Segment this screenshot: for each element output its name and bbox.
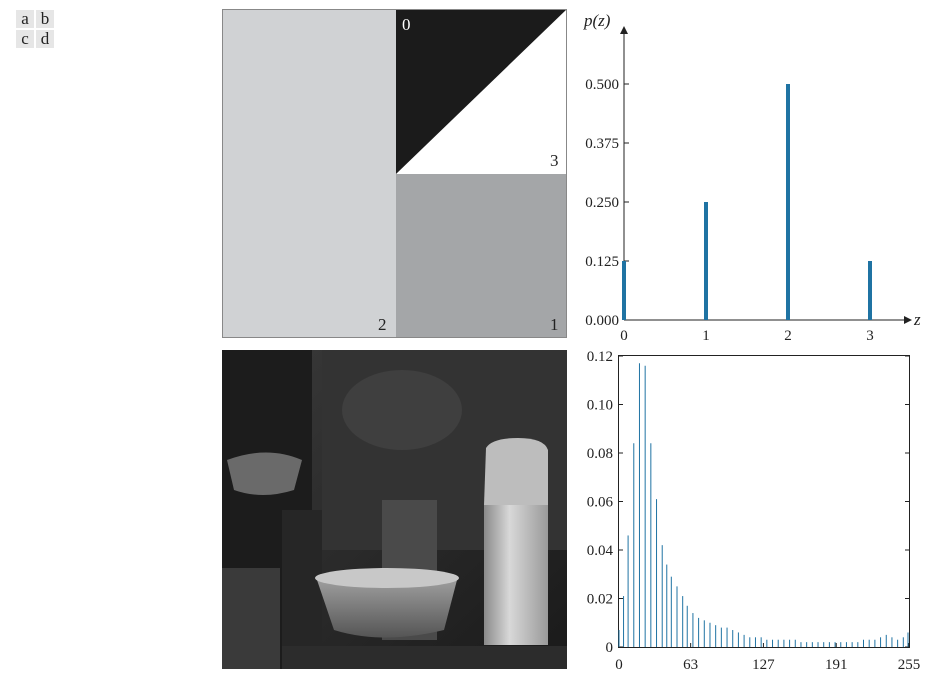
y-tick-label: 0.500 [585, 77, 619, 93]
panel-label-a: a [16, 9, 34, 28]
y-axis-label: p(z) [583, 11, 611, 30]
image-border [222, 9, 567, 338]
x-tick-label: 127 [752, 657, 775, 673]
histogram-bar [786, 84, 790, 320]
region-level2 [222, 9, 396, 338]
photo-vase-body [484, 505, 548, 645]
x-tick-label: 0 [620, 328, 628, 344]
histogram-chart-b: 0.000 0.125 0.250 0.375 0.500 0 1 2 3 p(z) z [583, 11, 921, 344]
panel-label-b: b [36, 9, 54, 28]
photo-left-box [222, 568, 280, 669]
photo-shadow [342, 370, 462, 450]
x-tick-label: 255 [898, 657, 921, 673]
x-tick-label: 1 [702, 328, 710, 344]
region-level0 [396, 9, 567, 174]
y-tick-label: 0.04 [587, 543, 614, 559]
photo-vase-top [484, 438, 548, 505]
histogram-bar [704, 202, 708, 320]
panel-label-c: c [16, 29, 34, 48]
x-axis-label: z [913, 310, 921, 329]
region-label-0: 0 [402, 15, 411, 34]
x-tick-label: 191 [825, 657, 848, 673]
y-tick-label: 0.12 [587, 349, 613, 365]
photo-bowl-rim [315, 568, 459, 588]
panel-label-grid: a b c d [16, 9, 54, 48]
histogram-bar [622, 261, 626, 320]
y-tick-label: 0.000 [585, 313, 619, 329]
y-tick-label: 0.375 [585, 136, 619, 152]
photo-floor [282, 646, 567, 669]
y-tick-label: 0 [606, 640, 614, 656]
panel-label-d: d [36, 29, 54, 48]
y-tick-label: 0.10 [587, 398, 613, 414]
region-label-1: 1 [550, 315, 559, 334]
y-tick-label: 0.250 [585, 195, 619, 211]
plot-frame [618, 355, 910, 648]
histogram-chart-d: 0 0.02 0.04 0.06 0.08 0.10 0.12 0 63 127 191 255 [587, 349, 921, 673]
y-tick-label: 0.02 [587, 592, 613, 608]
y-tick-label: 0.125 [585, 254, 619, 270]
region-level1 [396, 174, 567, 338]
photo-left-ornament [227, 452, 302, 495]
x-tick-label: 63 [683, 657, 698, 673]
x-tick-label: 3 [866, 328, 874, 344]
histogram-bar [868, 261, 872, 320]
photo-dark-stand [282, 510, 322, 669]
x-tick-label: 2 [784, 328, 792, 344]
x-tick-label: 0 [615, 657, 623, 673]
y-tick-label: 0.08 [587, 446, 613, 462]
y-tick-label: 0.06 [587, 495, 614, 511]
region-label-3: 3 [550, 151, 559, 170]
photo-image [222, 350, 567, 669]
photo-bowl [317, 570, 457, 638]
synthetic-image: 0 3 2 1 [222, 9, 567, 338]
region-label-2: 2 [378, 315, 387, 334]
